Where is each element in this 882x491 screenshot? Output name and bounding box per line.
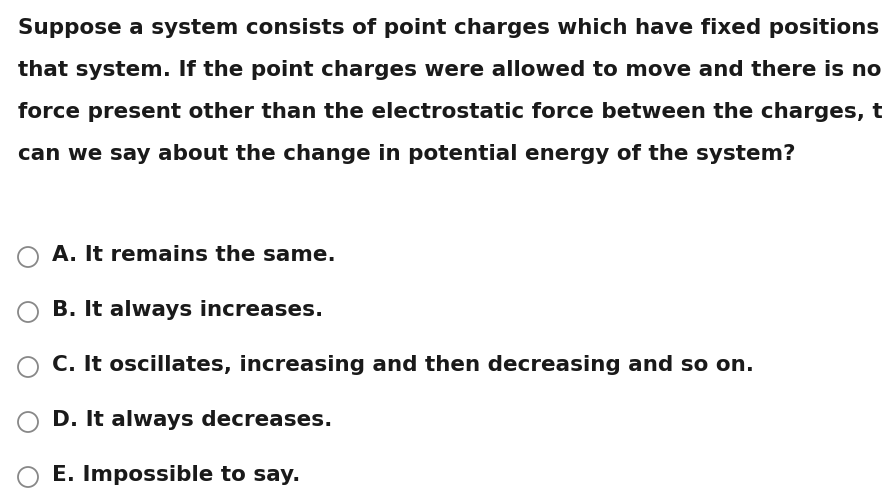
Text: Suppose a system consists of point charges which have fixed positions within: Suppose a system consists of point charg…	[18, 18, 882, 38]
Text: can we say about the change in potential energy of the system?: can we say about the change in potential…	[18, 144, 796, 164]
Text: E. Impossible to say.: E. Impossible to say.	[52, 465, 301, 485]
Text: A. It remains the same.: A. It remains the same.	[52, 245, 336, 265]
Text: C. It oscillates, increasing and then decreasing and so on.: C. It oscillates, increasing and then de…	[52, 355, 754, 375]
Text: B. It always increases.: B. It always increases.	[52, 300, 323, 320]
Text: force present other than the electrostatic force between the charges, then what: force present other than the electrostat…	[18, 102, 882, 122]
Text: D. It always decreases.: D. It always decreases.	[52, 410, 333, 430]
Text: that system. If the point charges were allowed to move and there is no other: that system. If the point charges were a…	[18, 60, 882, 80]
